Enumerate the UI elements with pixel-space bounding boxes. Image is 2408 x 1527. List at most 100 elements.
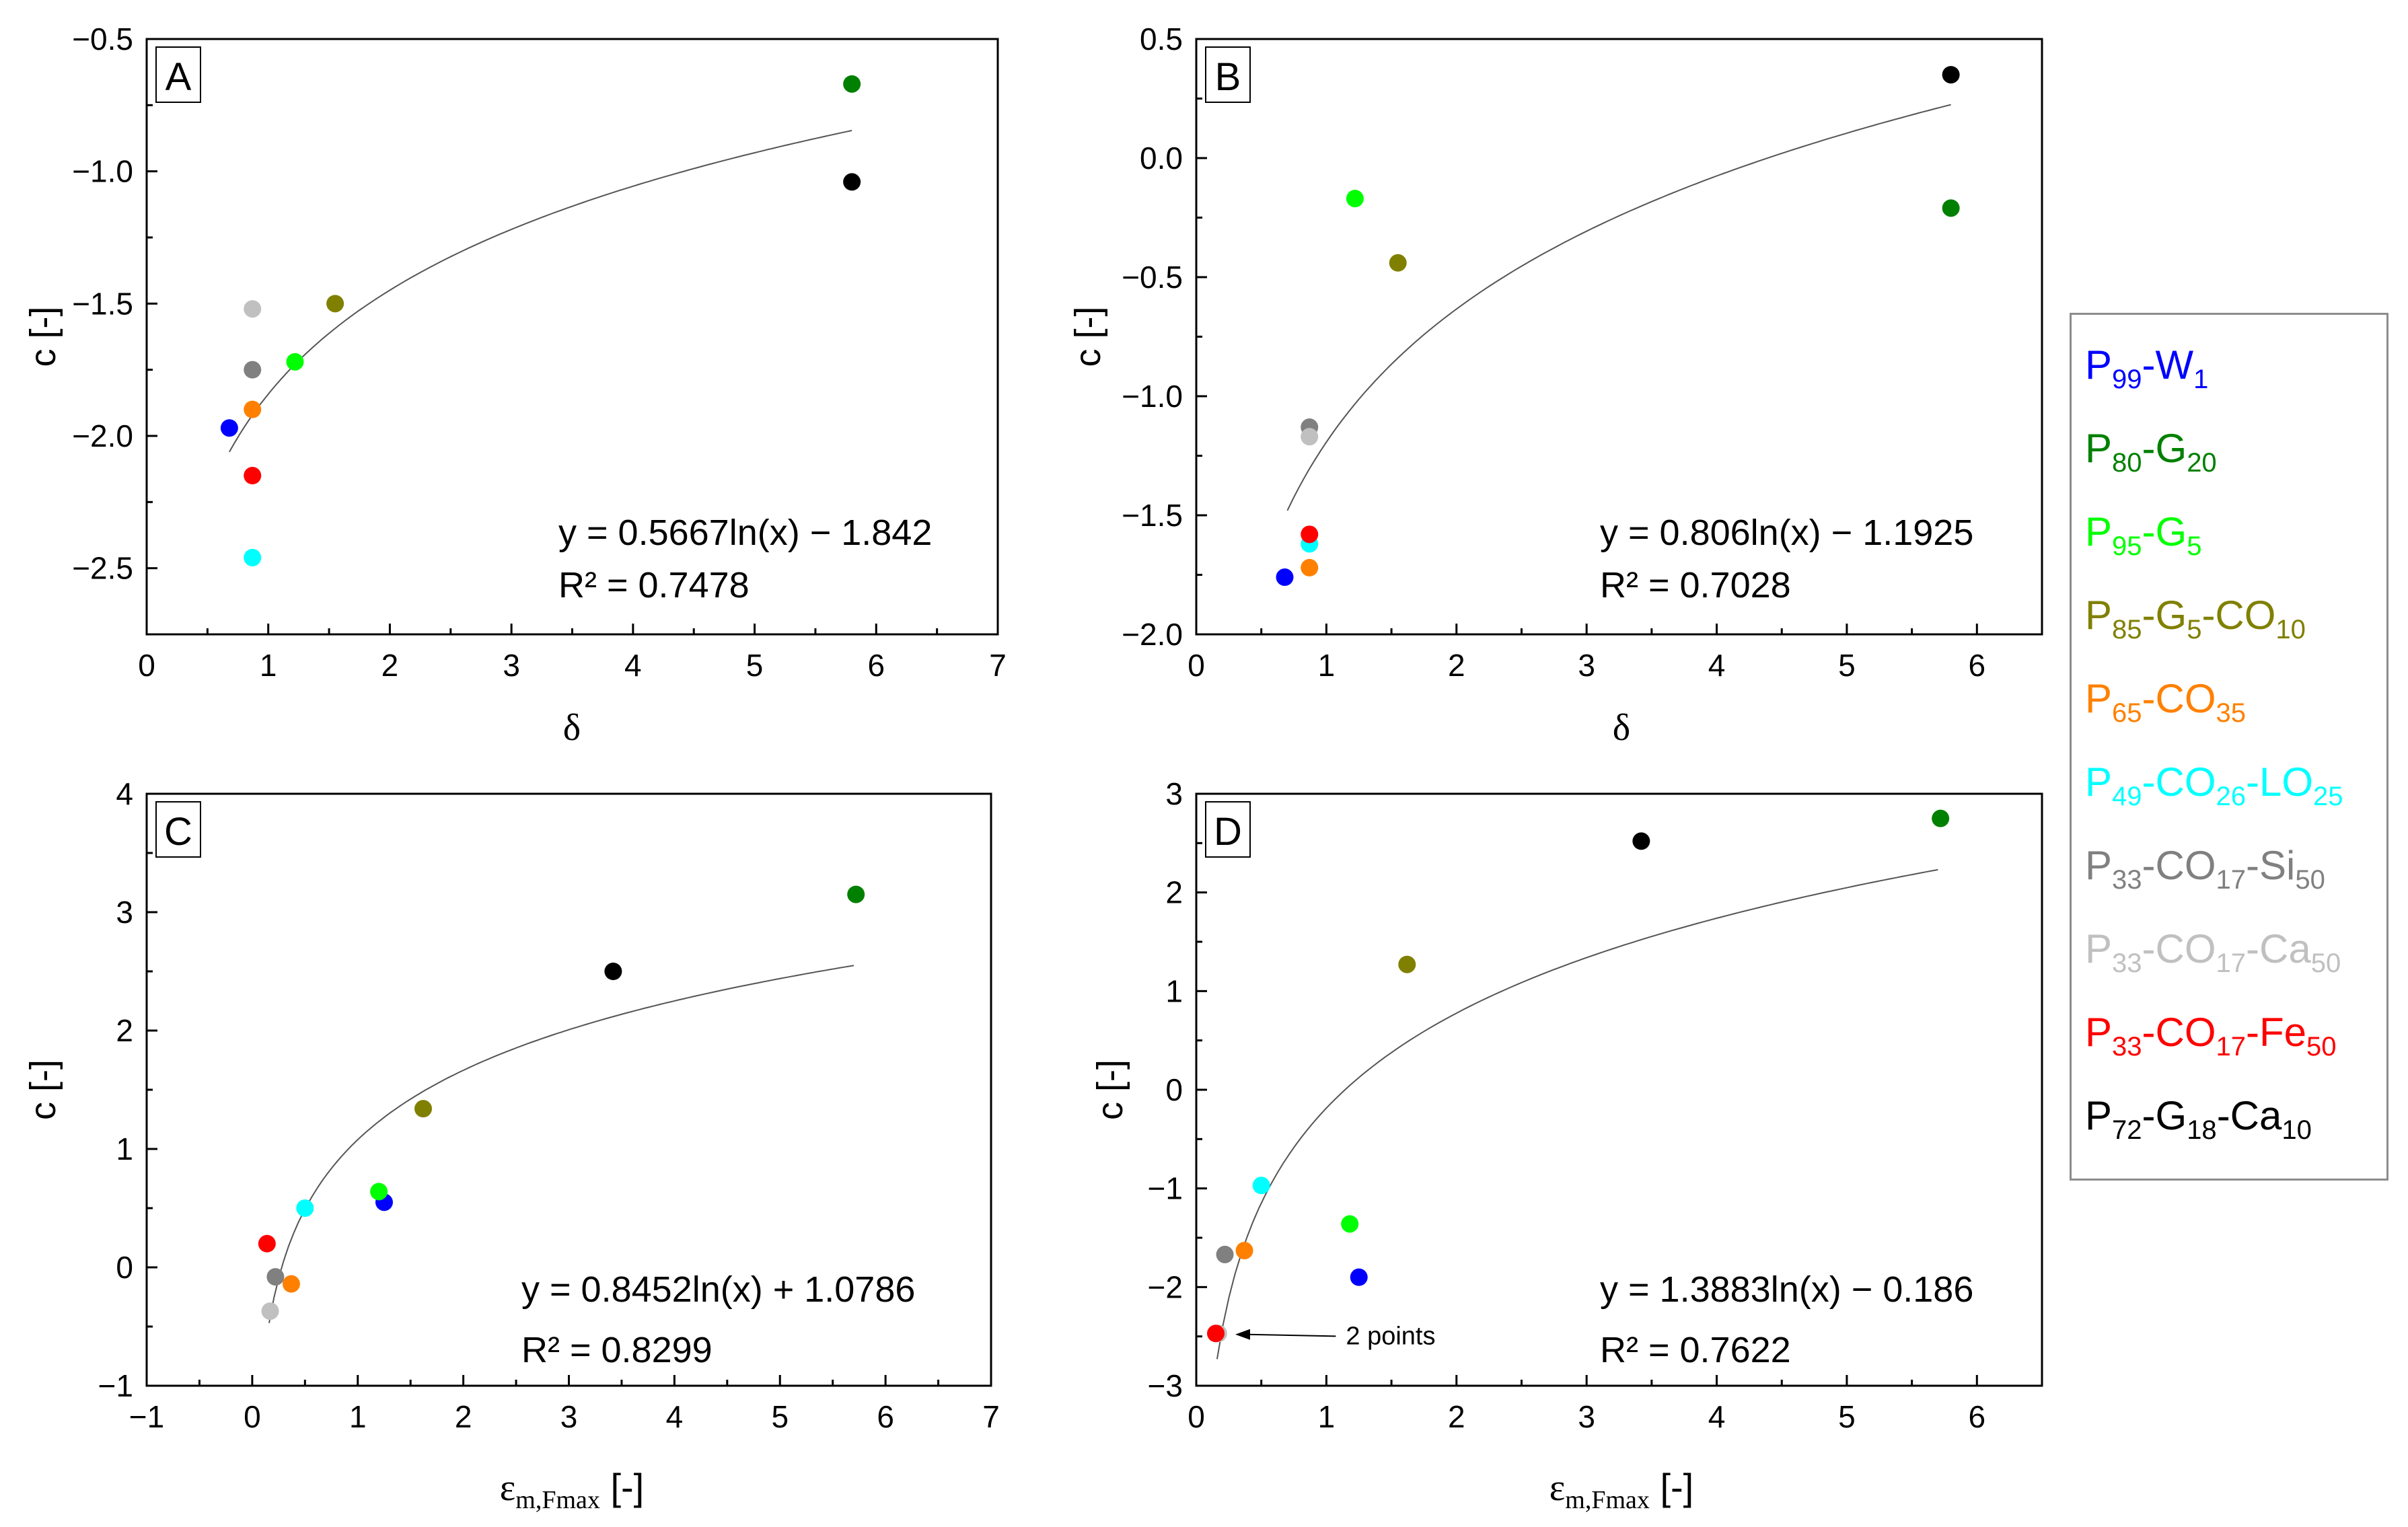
legend-item-p95-g5: P95-G5 xyxy=(2085,509,2202,561)
x-tick-label: 0 xyxy=(1188,1399,1205,1434)
y-tick-label: −1 xyxy=(98,1368,133,1403)
y-tick-label: −3 xyxy=(1148,1368,1183,1403)
x-tick-label: 2 xyxy=(455,1399,472,1434)
data-point-p33-co17-si50 xyxy=(244,361,262,379)
x-tick-label: 6 xyxy=(867,648,885,683)
panel-a: 0 1 2 3 4 5 6 7 −2.5 −2.0 −1.5 −1.0 −0.5 Ay = 0.5667l… xyxy=(23,22,1007,749)
legend-item-p33-co17-ca50: P33-CO17-Ca50 xyxy=(2085,926,2341,978)
y-tick-label: −0.5 xyxy=(72,22,133,57)
y-tick-label: 2 xyxy=(1165,875,1183,910)
x-tick-label: 5 xyxy=(1838,1399,1856,1434)
data-point-p72-g18-ca10 xyxy=(843,173,861,191)
y-axis-label: c [-] xyxy=(1068,307,1108,367)
data-point-p49-co26-lo25 xyxy=(296,1199,314,1217)
x-tick-label: 3 xyxy=(1578,648,1595,683)
x-tick-label: 5 xyxy=(746,648,764,683)
data-point-p99-w1 xyxy=(1276,568,1294,587)
y-tick-label: −1 xyxy=(1148,1171,1183,1206)
x-tick-label: 2 xyxy=(381,648,399,683)
legend-item-p33-co17-si50: P33-CO17-Si50 xyxy=(2085,843,2325,895)
y-tick-label: −1.5 xyxy=(72,286,133,321)
x-axis-label: δ xyxy=(563,707,581,749)
fit-curve xyxy=(1286,104,1951,511)
y-tick-label: 0 xyxy=(116,1250,133,1285)
y-tick-label: −2.5 xyxy=(72,551,133,586)
x-tick-label: 4 xyxy=(666,1399,684,1434)
x-tick-label: 6 xyxy=(877,1399,894,1434)
fit-curve xyxy=(1216,868,1938,1360)
r-squared-label: R² = 0.7478 xyxy=(558,565,750,605)
panel-d: 0 1 2 3 4 5 6 −3 −2 −1 0 1 2 3 2 points Dy = 1.3883ln(x… xyxy=(1090,776,2043,1514)
x-tick-label: 0 xyxy=(138,648,155,683)
y-tick-label: 1 xyxy=(116,1131,133,1166)
x-tick-label: −1 xyxy=(129,1399,164,1434)
x-tick-label: 4 xyxy=(624,648,642,683)
r-squared-label: R² = 0.8299 xyxy=(521,1330,713,1370)
x-tick-label: 1 xyxy=(1318,648,1336,683)
fit-equation: y = 0.5667ln(x) − 1.842 xyxy=(558,513,932,553)
data-point-p33-co17-fe50 xyxy=(1301,525,1319,544)
data-point-p65-co35 xyxy=(1235,1242,1253,1260)
x-tick-label: 2 xyxy=(1448,1399,1465,1434)
y-tick-label: 1 xyxy=(1165,973,1183,1008)
x-tick-label: 3 xyxy=(560,1399,578,1434)
fit-equation: y = 0.806ln(x) − 1.1925 xyxy=(1600,513,1973,553)
annotation-arrowhead xyxy=(1235,1329,1251,1340)
fit-curve xyxy=(268,965,854,1323)
fit-equation: y = 1.3883ln(x) − 0.186 xyxy=(1600,1269,1973,1310)
data-point-p80-g20 xyxy=(1942,199,1960,217)
data-point-p65-co35 xyxy=(282,1275,300,1293)
x-tick-label: 1 xyxy=(349,1399,367,1434)
panel-label-box xyxy=(155,46,201,103)
r-squared-label: R² = 0.7028 xyxy=(1600,565,1791,605)
x-tick-label: 1 xyxy=(260,648,277,683)
legend-item-p80-g20: P80-G20 xyxy=(2085,426,2217,478)
data-point-p33-co17-fe50 xyxy=(258,1234,276,1253)
data-point-p33-co17-fe50 xyxy=(244,467,262,484)
data-point-p95-g5 xyxy=(286,352,304,371)
x-tick-label: 6 xyxy=(1969,1399,1986,1434)
data-point-p49-co26-lo25 xyxy=(244,548,262,566)
x-tick-label: 7 xyxy=(989,648,1007,683)
y-tick-label: 3 xyxy=(116,895,133,930)
data-point-p33-co17-ca50 xyxy=(244,300,262,318)
y-tick-label: 4 xyxy=(116,776,133,811)
panel-label-box xyxy=(1205,46,1251,103)
data-point-p85-g5-co10 xyxy=(414,1100,433,1118)
legend-item-p49-co26-lo25: P49-CO26-LO25 xyxy=(2085,759,2343,811)
data-point-p85-g5-co10 xyxy=(1398,955,1416,973)
legend-item-p99-w1: P99-W1 xyxy=(2085,342,2209,394)
panel-label: A xyxy=(166,55,192,99)
annotation-label: 2 points xyxy=(1346,1322,1435,1350)
annotation-arrow xyxy=(1247,1333,1336,1337)
y-tick-label: 3 xyxy=(1165,776,1183,811)
data-point-p65-co35 xyxy=(244,400,262,418)
panel-label-box xyxy=(155,801,201,858)
x-tick-label: 0 xyxy=(1188,648,1205,683)
data-point-p95-g5 xyxy=(370,1183,388,1201)
x-tick-label: 3 xyxy=(503,648,520,683)
y-tick-label: −1.0 xyxy=(1122,379,1183,414)
data-point-p80-g20 xyxy=(843,75,861,93)
x-tick-label: 5 xyxy=(771,1399,789,1434)
data-point-p99-w1 xyxy=(1350,1268,1368,1286)
data-point-p33-co17-si50 xyxy=(266,1268,285,1286)
y-tick-label: 2 xyxy=(116,1013,133,1048)
y-tick-label: 0 xyxy=(1165,1072,1183,1107)
y-tick-label: −2 xyxy=(1148,1269,1183,1304)
data-point-p85-g5-co10 xyxy=(1389,254,1407,272)
y-tick-label: −1.0 xyxy=(72,154,133,189)
data-point-p33-co17-si50 xyxy=(1216,1245,1234,1263)
y-tick-label: −0.5 xyxy=(1122,260,1183,295)
data-point-p65-co35 xyxy=(1301,558,1319,576)
data-point-p99-w1 xyxy=(220,419,238,437)
y-tick-label: 0.0 xyxy=(1140,141,1183,176)
data-point-p72-g18-ca10 xyxy=(604,963,622,980)
x-axis-label: εm,Fmax [-] xyxy=(1549,1466,1693,1514)
data-point-p33-co17-ca50 xyxy=(1301,428,1319,446)
legend-item-p65-co35: P65-CO35 xyxy=(2085,676,2247,728)
x-axis-label: δ xyxy=(1613,707,1630,749)
data-point-p95-g5 xyxy=(1346,190,1364,208)
x-tick-label: 4 xyxy=(1708,648,1726,683)
legend-item-p85-g5-co10: P85-G5-CO10 xyxy=(2085,593,2306,644)
